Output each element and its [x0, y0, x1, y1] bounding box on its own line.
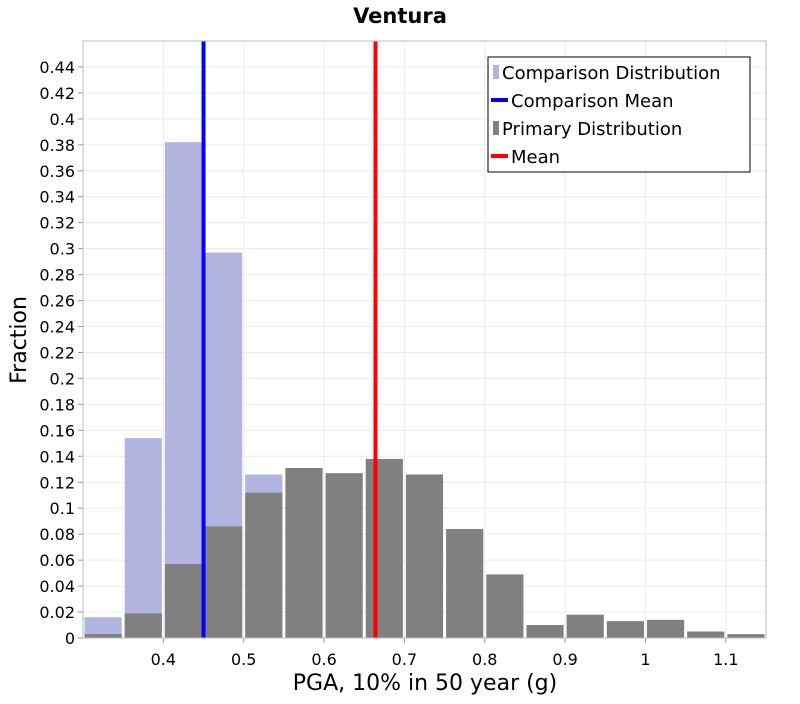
- primary-distribution-bar: [566, 614, 604, 638]
- y-tick-label: 0.3: [50, 240, 75, 259]
- legend-swatch-box: [493, 65, 499, 79]
- y-tick-label: 0.26: [39, 292, 75, 311]
- y-tick-label: 0.2: [50, 369, 75, 388]
- legend-box: [487, 56, 751, 173]
- primary-distribution-bar: [164, 564, 203, 638]
- primary-distribution-bar: [285, 467, 323, 638]
- primary-distribution-bar: [486, 574, 524, 638]
- legend-label: Primary Distribution: [502, 119, 682, 140]
- y-tick-label: 0.36: [39, 162, 75, 181]
- primary-distribution-bar: [365, 458, 403, 638]
- comparison-distribution-bar: [164, 142, 203, 638]
- comparison-distribution-bar: [84, 617, 122, 638]
- y-tick-label: 0.38: [39, 136, 75, 155]
- y-tick-label: 0.28: [39, 266, 75, 285]
- y-tick-label: 0.12: [39, 473, 75, 492]
- y-axis-label: Fraction: [7, 296, 32, 384]
- y-tick-label: 0.32: [39, 214, 75, 233]
- primary-distribution-bar: [245, 492, 283, 638]
- y-tick-label: 0.44: [39, 58, 75, 77]
- primary-distribution-bar: [606, 621, 644, 638]
- primary-distribution-bar: [84, 634, 122, 638]
- primary-distribution-bar: [405, 474, 444, 638]
- y-tick-label: 0.42: [39, 84, 75, 103]
- primary-distribution-bar: [526, 625, 564, 638]
- y-tick-label: 0.16: [39, 421, 75, 440]
- primary-distribution-bar: [727, 634, 765, 638]
- y-tick-label: 0.22: [39, 343, 75, 362]
- y-tick-label: 0.34: [39, 188, 75, 207]
- y-tick-label: 0.02: [39, 603, 75, 622]
- x-tick-label: 0.4: [151, 650, 176, 669]
- y-tick-label: 0.14: [39, 447, 75, 466]
- y-tick-label: 0.18: [39, 395, 75, 414]
- comparison-distribution-bar: [124, 438, 162, 638]
- x-tick-label: 0.5: [231, 650, 256, 669]
- y-tick-label: 0.06: [39, 551, 75, 570]
- legend-label: Mean: [511, 147, 560, 168]
- legend-label: Comparison Mean: [511, 91, 674, 112]
- legend: Comparison Distribution Comparison Mean Pr…: [487, 56, 751, 173]
- x-tick-label: 0.8: [472, 650, 497, 669]
- primary-distribution-bar: [205, 526, 243, 638]
- y-tick-label: 0: [65, 629, 75, 648]
- y-tick-label: 0.1: [50, 499, 75, 518]
- x-tick-label: 0.6: [311, 650, 336, 669]
- x-axis-label: PGA, 10% in 50 year (g): [293, 671, 557, 696]
- primary-distribution-bar: [687, 631, 725, 638]
- x-tick-label: 1: [640, 650, 650, 669]
- primary-distribution-bar: [124, 613, 162, 638]
- primary-distribution-bar: [325, 473, 363, 638]
- y-tick-label: 0.4: [50, 110, 75, 129]
- primary-distribution-bar: [446, 528, 484, 638]
- y-tick-label: 0.24: [39, 318, 75, 337]
- x-tick-label: 0.9: [552, 650, 577, 669]
- legend-label: Comparison Distribution: [502, 63, 721, 84]
- x-tick-label: 1.1: [713, 650, 738, 669]
- x-tick-label: 0.7: [392, 650, 417, 669]
- chart-title: Ventura: [353, 4, 447, 28]
- primary-distribution-bar: [646, 619, 685, 638]
- y-tick-label: 0.04: [39, 577, 75, 596]
- y-tick-label: 0.08: [39, 525, 75, 544]
- plot-frame: [82, 40, 767, 639]
- legend-swatch-box: [493, 121, 499, 135]
